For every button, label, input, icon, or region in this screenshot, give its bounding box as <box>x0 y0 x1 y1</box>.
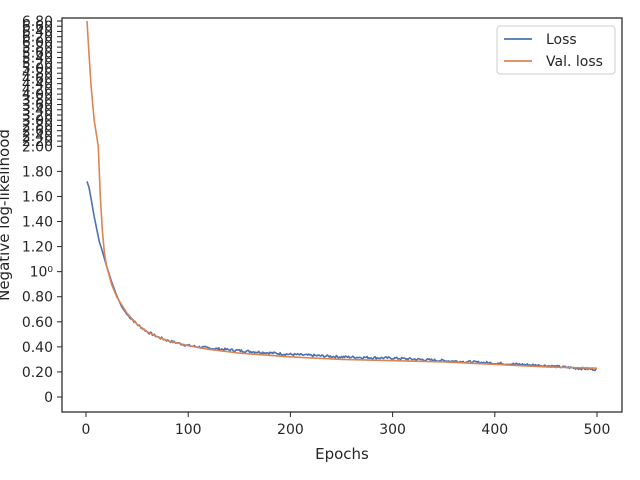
y-tick-label: 2.20 <box>22 134 53 150</box>
x-tick-label: 100 <box>175 422 202 438</box>
y-tick-label: 1.20 <box>22 240 53 256</box>
y-tick-label: 5.80 <box>22 40 53 56</box>
y-tick-label: 5.60 <box>22 45 53 61</box>
y-tick-label: 2.80 <box>22 118 53 134</box>
y-tick-label: 1.80 <box>22 164 53 180</box>
series-layer <box>86 20 598 372</box>
y-tick-label: 3.20 <box>22 108 53 124</box>
y-tick-label: 2.40 <box>22 129 53 145</box>
y-tick-label: 0 <box>44 390 53 406</box>
x-tick-label: 500 <box>584 422 611 438</box>
y-tick-label: 4.40 <box>22 77 53 93</box>
y-tick-label: 5.00 <box>22 61 53 77</box>
y-tick-label: 3.60 <box>22 98 53 114</box>
x-tick-label: 0 <box>82 422 91 438</box>
y-tick-label: 0.80 <box>22 290 53 306</box>
legend-label: Val. loss <box>546 54 603 70</box>
y-tick-label: 3.40 <box>22 103 53 119</box>
y-tick-label: 4.80 <box>22 66 53 82</box>
y-tick-label: 6.20 <box>22 30 53 46</box>
y-tick-label: 10⁰ <box>30 265 54 281</box>
y-tick-label: 2.60 <box>22 124 53 140</box>
y-axis-label: Negative log-likelihood <box>0 129 13 301</box>
y-tick-label: 3.00 <box>22 113 53 129</box>
y-tick-label: 0.40 <box>22 340 53 356</box>
axes-layer: 0 100 200 300 400 500 0 0.20 0.40 0.60 0.80 10⁰ 1.20… <box>22 14 623 438</box>
x-tick-label: 300 <box>379 422 406 438</box>
y-tick-label: 3.80 <box>22 92 53 108</box>
series-line-loss <box>86 181 598 372</box>
axes-frame <box>61 17 623 413</box>
x-tick-label: 400 <box>481 422 508 438</box>
y-tick-label: 4.60 <box>22 71 53 87</box>
legend-label: Loss <box>546 32 577 48</box>
y-tick-label: 5.40 <box>22 51 53 67</box>
y-tick-label: 1.60 <box>22 189 53 205</box>
y-tick-label: 1.40 <box>22 215 53 231</box>
y-tick-label: 4.00 <box>22 87 53 103</box>
y-tick-label: 2.00 <box>22 139 53 155</box>
x-tick-label: 200 <box>277 422 304 438</box>
x-axis-label: Epochs <box>315 445 369 463</box>
y-tick-label: 5.20 <box>22 56 53 72</box>
y-tick-label: 6.80 <box>22 14 53 30</box>
y-tick-label: 6.60 <box>22 19 53 35</box>
y-tick-label: 4.20 <box>22 82 53 98</box>
y-tick-label: 0.20 <box>22 365 53 381</box>
y-tick-label: 6.00 <box>22 35 53 51</box>
y-tick-label: 6.40 <box>22 24 53 40</box>
legend-box <box>496 25 616 75</box>
legend: Loss Val. loss <box>496 25 616 75</box>
series-line-val-loss <box>86 20 598 369</box>
y-tick-label: 0.60 <box>22 315 53 331</box>
